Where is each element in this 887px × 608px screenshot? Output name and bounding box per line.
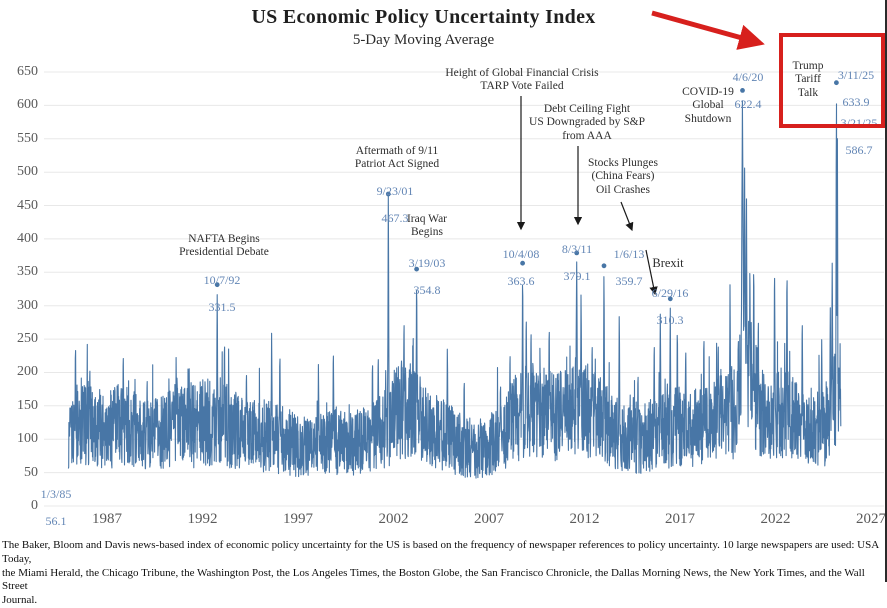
annotation-tarp-value: 10/4/08 363.6: [503, 234, 540, 303]
annotation-value: 379.1: [563, 269, 591, 284]
annotation-nafta-label: NAFTA Begins Presidential Debate: [179, 233, 269, 259]
y-tick-label: 300: [17, 297, 38, 313]
annotation-date: 10/7/92: [203, 272, 241, 287]
annotation-brexit-label: Brexit: [652, 256, 684, 270]
annotation-date: 1/3/85: [40, 486, 72, 501]
stocks-plunge-annotation-arrow-2: [645, 249, 658, 296]
x-tick-label: 2027: [856, 511, 886, 527]
annotation-start-value: 1/3/85 56.1: [41, 474, 72, 543]
x-tick-label: 1987: [92, 511, 122, 527]
y-tick-label: 550: [17, 130, 38, 146]
y-tick-label: 50: [24, 464, 38, 480]
annotation-iraq-label: Iraq War Begins: [406, 213, 448, 239]
chart-subtitle: 5-Day Moving Average: [352, 32, 495, 48]
peak-dot: [414, 266, 419, 272]
annotation-value: 331.5: [208, 300, 236, 315]
x-tick-label: 2002: [378, 511, 409, 527]
x-tick-label: 2012: [569, 511, 600, 527]
annotation-date: 4/6/20: [732, 69, 764, 84]
x-tick-label: 2022: [760, 511, 791, 527]
window-right-edge: [885, 0, 887, 582]
annotation-value: 310.3: [656, 313, 684, 328]
annotation-tarp-label: Height of Global Financial Crisis TARP V…: [445, 67, 599, 93]
annotation-stocks-label: Stocks Plunges (China Fears) Oil Crashes: [588, 157, 658, 196]
annotation-patriot-value: 9/23/01 467.3: [377, 171, 414, 240]
x-tick-label: 2007: [474, 511, 504, 527]
peak-dot: [214, 282, 220, 288]
y-tick-label: 0: [31, 498, 38, 513]
annotation-covid-value: 4/6/20 622.4: [733, 57, 764, 126]
peak-dot: [520, 260, 525, 266]
y-tick-label: 500: [17, 164, 38, 180]
y-tick-label: 100: [17, 431, 38, 447]
peak-dot: [574, 250, 580, 256]
annotation-value: 354.8: [413, 283, 441, 298]
chart-title: US Economic Policy Uncertainty Index: [251, 6, 596, 28]
highlight-red-arrow: [651, 10, 765, 50]
source-note: The Baker, Bloom and Davis news-based in…: [2, 539, 879, 606]
x-tick-label: 1997: [283, 511, 313, 527]
y-tick-label: 250: [17, 331, 38, 347]
y-tick-label: 400: [17, 230, 38, 246]
y-tick-label: 150: [17, 397, 38, 413]
annotation-date: 8/3/11: [561, 241, 593, 256]
x-tick-label: 1992: [187, 511, 218, 527]
annotation-value: 359.7: [615, 274, 643, 289]
highlight-box: [779, 33, 885, 128]
annotation-value: 56.1: [45, 514, 67, 529]
annotation-date: 3/19/03: [408, 255, 446, 270]
peak-dot: [834, 80, 839, 86]
y-tick-label: 350: [17, 264, 38, 280]
annotation-trump-label: Trump Tariff Talk: [792, 60, 824, 99]
peak-dot: [385, 191, 391, 197]
annotation-date: 10/4/08: [502, 246, 540, 261]
annotation-value: 363.6: [507, 274, 535, 289]
annotation-patriot-label: Aftermath of 9/11 Patriot Act Signed: [354, 145, 440, 171]
annotation-date: 9/23/01: [376, 183, 414, 198]
epu-series-line: [67, 100, 842, 479]
annotation-iraq-value: 3/19/03 354.8: [409, 243, 446, 312]
peak-dot: [667, 296, 673, 302]
peak-dot: [740, 88, 745, 93]
annotation-value: 467.3: [381, 211, 409, 226]
annotation-date: 6/29/16: [651, 285, 689, 300]
peak-dot: [601, 263, 607, 269]
annotation-value: 633.9: [842, 95, 870, 110]
y-tick-label: 650: [17, 64, 38, 79]
annotation-nafta-value: 10/7/92 331.5: [204, 260, 241, 329]
y-tick-label: 450: [17, 197, 38, 213]
annotation-brexit-value: 6/29/16 310.3: [652, 273, 689, 342]
annotation-covid-label: COVID-19 Global Shutdown: [682, 86, 734, 125]
annotation-value: 622.4: [734, 97, 762, 112]
epu-chart-plot: [44, 10, 884, 507]
x-tick-label: 2017: [665, 511, 695, 527]
annotation-value: 586.7: [845, 143, 873, 158]
y-tick-label: 200: [17, 364, 38, 380]
annotation-trump-value-1: 3/11/25 633.9: [838, 55, 874, 124]
y-tick-label: 600: [17, 97, 38, 113]
annotation-stocks-value: 1/6/13 359.7: [614, 234, 645, 303]
annotation-debt-ceiling-value: 8/3/11 379.1: [562, 229, 592, 298]
annotation-date: 3/11/25: [837, 67, 875, 82]
annotation-date: 1/6/13: [613, 246, 645, 261]
stocks-plunge-annotation-arrow-1: [620, 201, 634, 232]
annotation-debt-ceiling-label: Debt Ceiling Fight US Downgraded by S&P …: [529, 103, 645, 142]
